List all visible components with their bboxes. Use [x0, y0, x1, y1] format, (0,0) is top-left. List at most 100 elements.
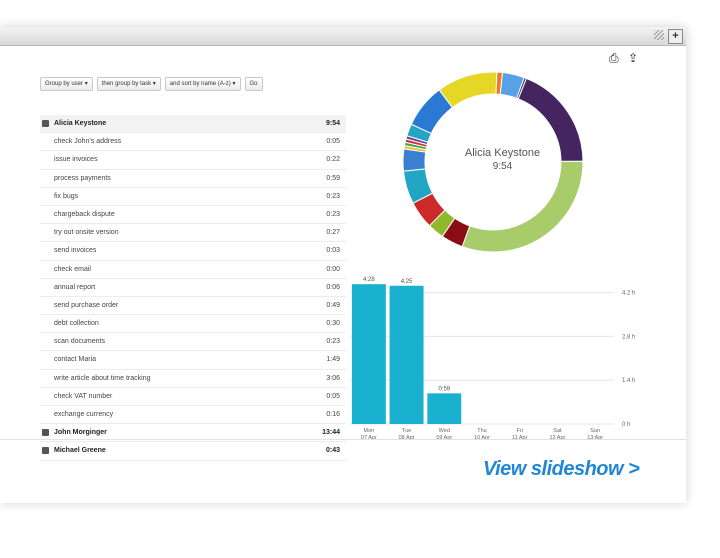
- expand-icon[interactable]: [42, 447, 49, 455]
- task-row[interactable]: check John's address 0:05: [40, 133, 346, 152]
- task-name: exchange currency: [54, 411, 114, 418]
- view-slideshow-link[interactable]: View slideshow >: [483, 458, 640, 480]
- task-time: 1:49: [326, 356, 340, 364]
- group-name: John Morginger: [54, 429, 107, 437]
- app-window: + ⎙ ⇪ Group by user ▾ then group by task…: [0, 27, 686, 503]
- task-name: write article about time tracking: [54, 374, 151, 382]
- go-button[interactable]: Go: [244, 77, 263, 91]
- x-tick-label: Sat: [553, 428, 562, 434]
- donut-segment[interactable]: [461, 160, 584, 253]
- x-tick-label: 09 Apr: [436, 435, 452, 441]
- task-time: 0:59: [326, 174, 340, 182]
- task-row[interactable]: scan documents 0:23: [40, 333, 346, 352]
- group-total: 13:44: [322, 429, 340, 437]
- task-row[interactable]: contact Maria 1:49: [40, 351, 346, 370]
- toolbar: ⎙ ⇪: [609, 51, 644, 66]
- bar-value-label: 4:28: [363, 277, 375, 283]
- x-tick-label: 11 Apr: [512, 435, 528, 441]
- collapse-icon[interactable]: [42, 120, 49, 127]
- task-row[interactable]: process payments 0:59: [40, 170, 346, 188]
- task-name: send invoices: [54, 247, 97, 255]
- task-time: 0:06: [326, 283, 340, 291]
- task-time: 0:00: [326, 265, 340, 273]
- group-total: 9:54: [325, 120, 340, 127]
- task-name: check email: [54, 265, 91, 273]
- bar[interactable]: [351, 284, 386, 424]
- x-tick-label: 13 Apr: [587, 435, 603, 441]
- bar[interactable]: [427, 393, 462, 424]
- group-by-select[interactable]: Group by user ▾: [40, 77, 93, 91]
- group-name: Alicia Keystone: [54, 120, 107, 127]
- x-tick-label: Wed: [439, 428, 450, 434]
- task-row[interactable]: try out onsite version 0:27: [40, 224, 346, 243]
- task-row[interactable]: send purchase order 0:49: [40, 297, 346, 316]
- x-tick-label: 07 Apr: [361, 435, 377, 441]
- then-group-by-select[interactable]: then group by task ▾: [96, 77, 161, 91]
- x-tick-label: Thu: [477, 428, 486, 434]
- task-row[interactable]: check VAT number 0:05: [40, 388, 346, 406]
- group-name: Michael Greene: [54, 447, 106, 455]
- sort-by-select[interactable]: and sort by name (A-z) ▾: [164, 77, 241, 91]
- sort-by-label: and sort by name (A-z): [169, 81, 231, 87]
- task-time: 0:23: [326, 210, 340, 218]
- task-name: check John's address: [54, 138, 122, 146]
- bar-value-label: 0:59: [438, 386, 450, 392]
- x-tick-label: 08 Apr: [399, 435, 415, 441]
- x-tick-label: Mon: [364, 428, 375, 434]
- donut-segment[interactable]: [516, 76, 528, 100]
- x-tick-label: Tue: [402, 428, 411, 434]
- y-tick-label: 0 h: [622, 422, 630, 428]
- add-button[interactable]: +: [668, 29, 683, 44]
- expand-icon[interactable]: [42, 429, 49, 437]
- task-time: 0:30: [326, 320, 340, 328]
- group-by-label: Group by user: [45, 81, 84, 87]
- resize-grip-icon[interactable]: [654, 30, 664, 40]
- donut-center-name: Alicia Keystone: [464, 147, 541, 159]
- group-row[interactable]: Michael Greene 0:43: [40, 442, 346, 461]
- task-time: 0:16: [326, 411, 340, 418]
- task-row[interactable]: check email 0:00: [40, 261, 346, 279]
- export-icon[interactable]: ⇪: [627, 51, 639, 65]
- bar-value-label: 4:25: [401, 279, 413, 285]
- group-row[interactable]: John Morginger 13:44: [40, 424, 346, 443]
- x-tick-label: Fri: [517, 428, 523, 434]
- task-name: send purchase order: [54, 301, 119, 309]
- task-time: 0:05: [326, 138, 340, 146]
- filter-bar: Group by user ▾ then group by task ▾ and…: [40, 77, 263, 91]
- task-row[interactable]: issue invoices 0:22: [40, 151, 346, 170]
- task-name: chargeback dispute: [54, 210, 115, 218]
- task-row[interactable]: fix bugs 0:23: [40, 188, 346, 206]
- task-row[interactable]: write article about time tracking 3:06: [40, 370, 346, 388]
- group-row[interactable]: Alicia Keystone 9:54: [40, 115, 346, 134]
- x-tick-label: Sun: [590, 428, 600, 434]
- donut-segment[interactable]: [438, 71, 498, 109]
- then-group-by-label: then group by task: [101, 81, 152, 87]
- task-name: contact Maria: [54, 356, 97, 364]
- task-name: debt collection: [54, 320, 99, 328]
- task-time: 0:03: [326, 247, 340, 255]
- task-row[interactable]: annual report 0:06: [40, 279, 346, 297]
- task-name: try out onsite version: [54, 229, 119, 237]
- title-bar: +: [0, 27, 686, 46]
- task-row[interactable]: send invoices 0:03: [40, 242, 346, 261]
- group-total: 0:43: [325, 447, 340, 455]
- donut-chart: [402, 71, 584, 253]
- bar[interactable]: [389, 285, 424, 424]
- task-time: 0:27: [326, 229, 340, 237]
- task-time: 3:06: [326, 374, 340, 382]
- report-tree: Alicia Keystone 9:54 check John's address 0…: [40, 115, 346, 461]
- task-name: issue invoices: [54, 156, 98, 164]
- task-time: 0:23: [326, 192, 340, 200]
- task-time: 0:22: [326, 156, 340, 164]
- task-time: 0:49: [326, 301, 340, 309]
- task-name: annual report: [54, 283, 96, 291]
- task-row[interactable]: debt collection 0:30: [40, 315, 346, 334]
- y-tick-label: 4.2 h: [622, 291, 635, 297]
- x-tick-label: 10 Apr: [474, 435, 490, 441]
- task-row[interactable]: exchange currency 0:16: [40, 406, 346, 425]
- task-row[interactable]: chargeback dispute 0:23: [40, 206, 346, 225]
- divider: [0, 439, 686, 440]
- task-name: fix bugs: [54, 192, 79, 200]
- print-icon[interactable]: ⎙: [609, 51, 619, 65]
